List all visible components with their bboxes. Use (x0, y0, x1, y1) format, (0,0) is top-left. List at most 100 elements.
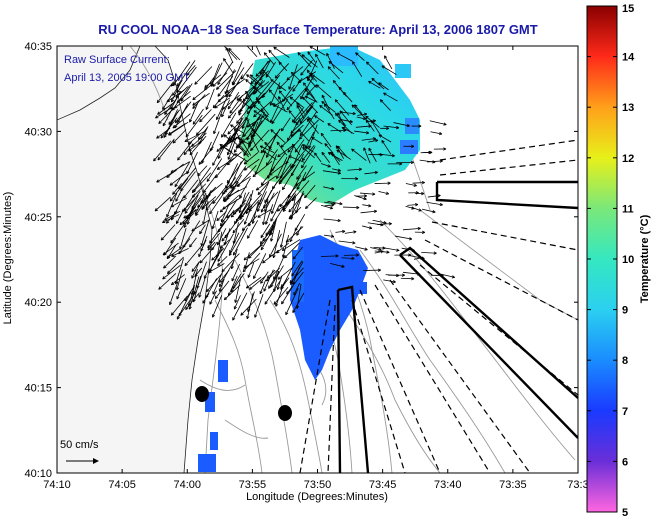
current-vector-head (211, 314, 216, 318)
current-vector-head (172, 191, 176, 195)
current-vector (184, 190, 201, 214)
current-vector-head (245, 210, 249, 215)
current-vector (232, 273, 242, 289)
current-vector-head (232, 285, 236, 289)
current-vector (296, 171, 307, 190)
current-vector (228, 48, 241, 61)
current-vector (180, 171, 196, 192)
current-vector (308, 124, 318, 149)
current-vector (323, 234, 334, 237)
current-vector (178, 167, 196, 190)
current-vector-head (366, 61, 370, 65)
current-vector-head (217, 93, 221, 97)
current-vector (285, 192, 295, 206)
current-vector (342, 91, 353, 103)
current-vector (198, 126, 209, 145)
current-vector-head (221, 113, 225, 118)
current-vector (243, 152, 259, 165)
current-vector (257, 181, 270, 206)
current-vector-head (156, 135, 160, 139)
land-north (57, 46, 141, 121)
current-vector (274, 63, 290, 79)
current-vector (214, 97, 230, 109)
current-vector (351, 104, 367, 120)
current-vector-head (195, 212, 199, 217)
current-vector-head (260, 209, 264, 213)
current-vector (205, 278, 218, 299)
current-vector-head (169, 182, 174, 186)
current-vector-head (411, 277, 415, 281)
current-vector-head (216, 148, 220, 152)
current-vector (383, 125, 399, 129)
current-vector-head (155, 115, 159, 119)
current-vector (405, 183, 417, 187)
current-vector-head (192, 188, 197, 193)
current-vector-head (392, 280, 396, 284)
current-vector (320, 163, 331, 168)
current-vector-head (352, 241, 356, 245)
current-vector (221, 145, 233, 153)
current-vector (276, 156, 288, 179)
current-vector (189, 291, 195, 310)
current-vector (217, 233, 234, 262)
current-vector-head (192, 121, 196, 125)
current-vector-head (162, 106, 166, 110)
current-vector (288, 64, 298, 90)
current-vector (247, 262, 255, 278)
current-vector (366, 120, 376, 123)
current-vector-head (199, 118, 203, 123)
current-vector-head (226, 214, 230, 219)
current-vector (355, 52, 365, 61)
current-vector (268, 271, 280, 289)
current-vector-head (253, 113, 257, 118)
current-vector (306, 84, 317, 96)
current-vector-head (176, 296, 180, 300)
current-vector-head (355, 52, 359, 56)
current-vector (285, 143, 295, 165)
current-vector-head (238, 98, 243, 102)
current-vector (264, 192, 275, 212)
current-vector-head (192, 298, 196, 303)
current-vector-head (245, 117, 249, 121)
current-vector (343, 206, 360, 209)
current-vector-head (337, 112, 341, 116)
current-vector-head (183, 195, 187, 199)
current-vector (212, 94, 225, 109)
current-vector (224, 69, 235, 95)
current-vector (295, 171, 316, 186)
current-vector (300, 60, 313, 76)
current-vector-head (227, 105, 231, 110)
current-vector-head (288, 155, 292, 159)
land-mainland (57, 46, 213, 473)
current-vector-head (363, 147, 367, 151)
current-vector-head (261, 69, 266, 73)
x-tick-label: 73:35 (499, 479, 527, 491)
current-vector (240, 63, 254, 80)
current-vector-head (231, 81, 235, 85)
current-vector (209, 131, 220, 152)
current-vector (175, 258, 184, 285)
current-vector-head (222, 206, 226, 210)
current-vector (205, 182, 223, 198)
current-vector-head (296, 105, 300, 109)
current-vector (276, 242, 289, 254)
current-vector-head (162, 219, 166, 223)
current-vector (311, 136, 323, 145)
current-vector (302, 144, 314, 153)
current-vector (246, 74, 262, 87)
surface-current-vectors (153, 46, 456, 321)
current-vector (278, 61, 288, 72)
current-vector (320, 204, 333, 209)
current-vector (341, 126, 355, 135)
current-vector (362, 204, 372, 207)
current-vector-head (290, 133, 295, 137)
current-vector-head (433, 251, 437, 255)
current-vector (271, 98, 289, 124)
current-vector-head (337, 218, 341, 223)
current-vector-head (308, 145, 312, 149)
current-vector-head (171, 99, 175, 103)
current-vector-head (201, 205, 206, 209)
current-vector (157, 103, 174, 115)
current-vector (344, 231, 357, 234)
current-vector (263, 52, 275, 65)
